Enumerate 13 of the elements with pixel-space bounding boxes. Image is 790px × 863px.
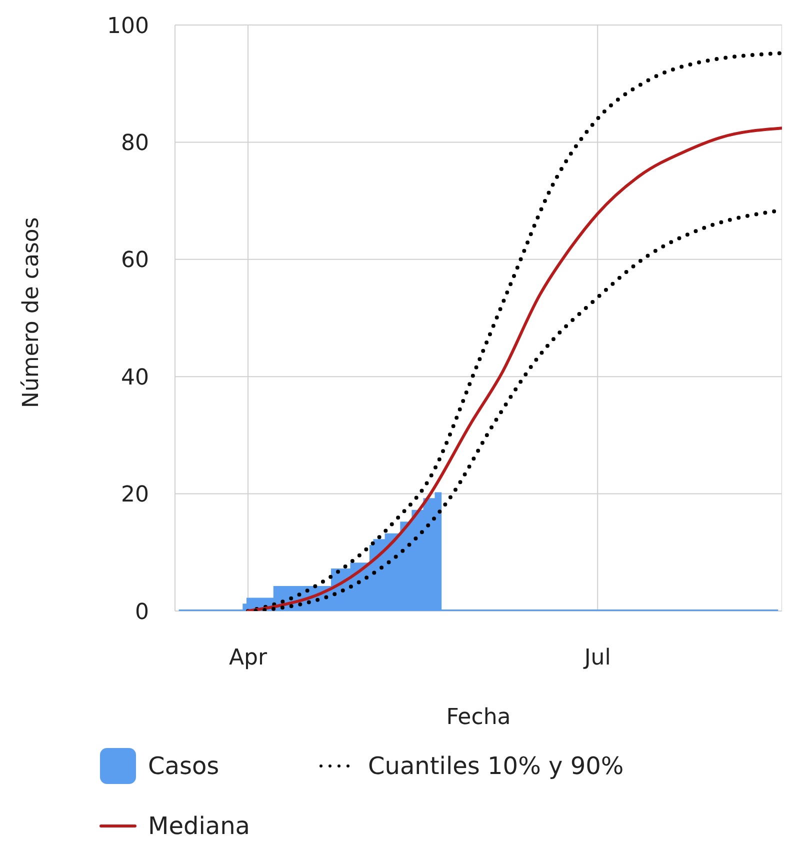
y-tick-label: 80: [121, 131, 149, 156]
legend-label: Cuantiles 10% y 90%: [368, 752, 624, 780]
legend-label: Mediana: [148, 812, 250, 840]
x-tick-label: Jul: [582, 646, 611, 671]
y-tick-label: 0: [135, 600, 149, 625]
y-tick-label: 20: [121, 482, 149, 508]
y-axis-title: Número de casos: [18, 217, 44, 408]
legend-label: Casos: [148, 752, 220, 780]
x-tick-label: Apr: [228, 646, 268, 671]
y-tick-label: 60: [121, 248, 149, 274]
y-tick-label: 40: [121, 365, 149, 390]
y-tick-label: 100: [107, 14, 149, 39]
x-axis-title: Fecha: [446, 705, 511, 730]
